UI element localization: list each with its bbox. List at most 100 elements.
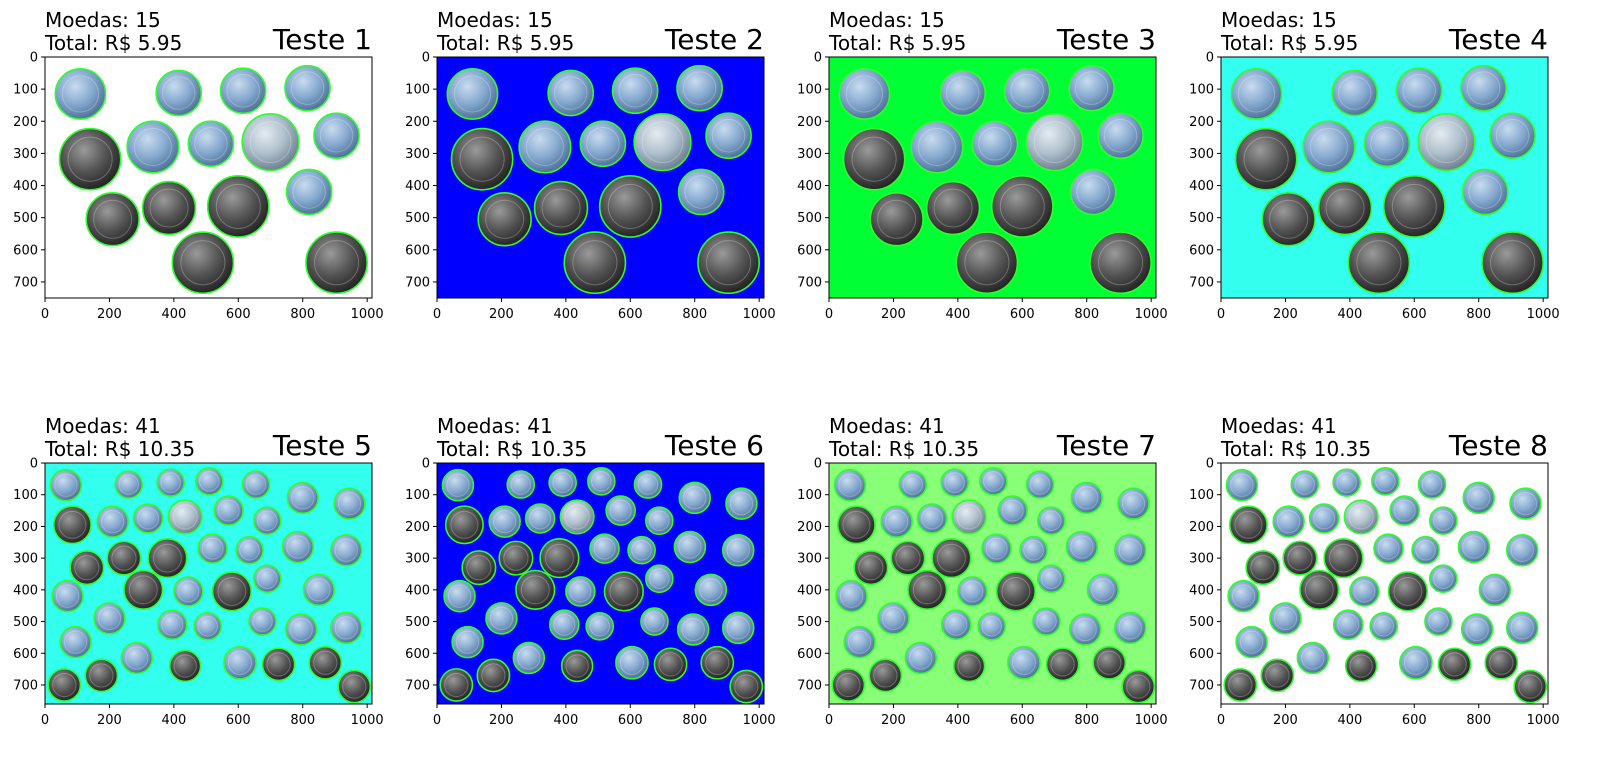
- x-tick-label: 600: [1010, 307, 1035, 322]
- coin-inner-ring: [1011, 650, 1037, 675]
- x-tick-label: 600: [1402, 307, 1427, 322]
- x-tick-label: 600: [1402, 713, 1427, 728]
- coin-silver: [1395, 67, 1443, 115]
- coin-inner-ring: [1348, 504, 1374, 530]
- coin-dark: [1317, 180, 1373, 236]
- x-tick-label: 400: [553, 307, 578, 322]
- coin-inner-ring: [446, 473, 470, 497]
- coin-silver: [59, 625, 92, 659]
- coin-inner-ring: [1393, 499, 1416, 522]
- x-tick-label: 400: [1337, 307, 1362, 322]
- coin-silver: [156, 609, 188, 641]
- coin-inner-ring: [873, 663, 898, 688]
- coin-light: [241, 113, 300, 172]
- coin-inner-ring: [342, 674, 367, 699]
- coin-inner-ring: [177, 580, 200, 603]
- coin-dark: [1513, 669, 1548, 704]
- coin-silver: [605, 495, 636, 526]
- coin-inner-ring: [1074, 71, 1109, 105]
- coin-dark: [890, 540, 926, 576]
- coin-dark: [995, 571, 1036, 612]
- coin-dark: [1223, 668, 1258, 702]
- coins-layer: [838, 64, 1152, 295]
- y-tick-label: 700: [1189, 678, 1214, 693]
- coin-silver: [241, 470, 271, 499]
- x-tick-label: 800: [1074, 307, 1099, 322]
- coin-light: [633, 113, 692, 172]
- coin-inner-ring: [217, 499, 240, 522]
- y-tick-label: 100: [797, 488, 822, 503]
- x-tick-label: 600: [226, 713, 251, 728]
- coin-inner-ring: [618, 74, 652, 108]
- y-tick-label: 600: [797, 243, 822, 258]
- coin-dark: [477, 192, 532, 247]
- x-tick-label: 800: [1466, 307, 1491, 322]
- coin-silver: [284, 64, 331, 112]
- coin-silver: [877, 602, 910, 635]
- coin-dark: [831, 668, 866, 702]
- x-tick-label: 400: [945, 713, 970, 728]
- y-tick-label: 400: [797, 583, 822, 598]
- coin-silver: [843, 625, 876, 659]
- coin-silver: [615, 645, 649, 680]
- coin-inner-ring: [1010, 74, 1044, 108]
- coin-inner-ring: [1118, 538, 1142, 562]
- x-tick-label: 400: [1337, 713, 1362, 728]
- coin-dark: [653, 647, 688, 682]
- coin-dark: [450, 127, 514, 191]
- coin-silver: [1411, 535, 1440, 565]
- coin-inner-ring: [711, 118, 746, 153]
- coins-count-text: Moedas: 41: [437, 414, 553, 438]
- y-tick-label: 500: [1189, 211, 1214, 226]
- coins-layer: [831, 467, 1156, 704]
- coin-inner-ring: [61, 75, 100, 113]
- coin-silver: [488, 505, 521, 538]
- coin-inner-ring: [239, 539, 260, 561]
- y-tick-label: 300: [405, 552, 430, 567]
- coin-silver: [1460, 64, 1507, 112]
- coin-dark: [52, 505, 92, 545]
- coins-count-text: Moedas: 41: [1221, 414, 1337, 438]
- coin-silver: [721, 611, 755, 645]
- coin-silver: [1373, 533, 1404, 564]
- coin-inner-ring: [912, 575, 942, 605]
- y-tick-label: 400: [1189, 583, 1214, 598]
- coin-silver: [1389, 495, 1420, 526]
- coin-silver: [565, 576, 596, 607]
- coin-inner-ring: [1001, 499, 1024, 522]
- coin-inner-ring: [257, 510, 278, 531]
- y-tick-label: 0: [422, 51, 430, 66]
- coin-inner-ring: [292, 175, 326, 209]
- coin-silver: [677, 168, 725, 216]
- coin-silver: [333, 487, 366, 520]
- coin-silver: [1290, 470, 1320, 499]
- coin-silver: [1227, 579, 1260, 613]
- coin-inner-ring: [729, 491, 754, 516]
- coin-silver: [213, 495, 244, 526]
- coin-light: [559, 499, 595, 535]
- coin-silver: [1068, 613, 1102, 646]
- coin-inner-ring: [1313, 507, 1336, 530]
- panel-title: Teste 2: [664, 23, 764, 56]
- y-tick-label: 300: [797, 147, 822, 162]
- coin-silver: [1235, 625, 1268, 659]
- coin-silver: [910, 120, 964, 174]
- coin-inner-ring: [734, 674, 759, 699]
- x-tick-label: 600: [618, 713, 643, 728]
- coin-inner-ring: [956, 504, 982, 530]
- coin-silver: [673, 530, 707, 564]
- total-value-text: Total: R$ 10.35: [436, 437, 587, 461]
- coin-inner-ring: [981, 616, 1002, 637]
- coin-dark: [171, 231, 235, 295]
- coin-dark: [598, 175, 662, 238]
- coin-inner-ring: [705, 650, 730, 675]
- coin-inner-ring: [485, 199, 525, 239]
- x-tick-label: 800: [290, 713, 315, 728]
- coin-silver: [1461, 168, 1509, 216]
- y-tick-label: 100: [13, 488, 38, 503]
- coin-silver: [524, 503, 556, 534]
- y-tick-label: 0: [30, 51, 38, 66]
- coin-inner-ring: [173, 654, 197, 678]
- coin-dark: [476, 658, 511, 693]
- coin-dark: [603, 571, 644, 612]
